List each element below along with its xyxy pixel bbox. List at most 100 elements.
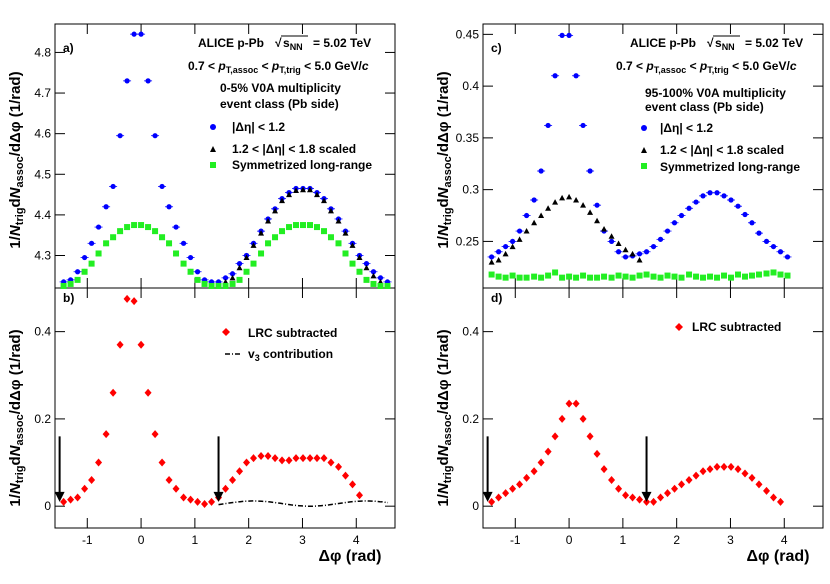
data-point-square: [180, 260, 187, 267]
panel-d-frame: [482, 287, 824, 529]
data-point-diamond: [699, 467, 707, 476]
data-point-square: [67, 280, 74, 287]
data-point-square: [286, 224, 293, 231]
arrow-head: [54, 491, 65, 502]
data-point-diamond: [264, 452, 272, 460]
data-point-triangle: [516, 236, 523, 242]
data-point-diamond: [685, 476, 693, 484]
data-point-triangle: [495, 257, 502, 263]
data-point-diamond: [495, 493, 503, 502]
data-point-diamond: [67, 495, 75, 504]
data-point-triangle: [265, 217, 272, 224]
data-point-square: [370, 280, 377, 287]
data-point-square: [313, 224, 320, 231]
data-point-diamond: [579, 414, 587, 423]
data-point-square: [272, 234, 279, 241]
legend-a-black-marker: [210, 146, 216, 152]
data-point-diamond: [271, 454, 279, 463]
data-point-square: [538, 274, 545, 281]
data-point-triangle: [320, 197, 327, 204]
legend-c-blue-marker: [641, 125, 647, 131]
data-point-circle: [187, 254, 194, 261]
y-tick-label: 4.6: [34, 127, 51, 141]
legend-a-black: 1.2 < |Δη| < 1.8 scaled: [232, 142, 356, 156]
legend-a-blue-marker: [210, 124, 216, 130]
data-point-diamond: [615, 484, 623, 493]
data-point-square: [657, 274, 664, 281]
data-point-diamond: [355, 491, 363, 500]
data-point-square: [279, 228, 286, 235]
panel-label-d: d): [491, 291, 502, 305]
data-point-circle: [573, 73, 579, 79]
legend-c-green: Symmetrized long-range: [660, 160, 800, 174]
data-point-circle: [728, 197, 734, 203]
data-point-diamond: [250, 454, 258, 463]
data-point-triangle: [258, 230, 265, 236]
data-point-diamond: [123, 294, 131, 303]
legend-d: LRC subtracted: [675, 320, 781, 334]
legend-a-blue: |Δη| < 1.2: [232, 120, 285, 134]
legend-b-red-marker: [222, 328, 230, 336]
data-point-circle: [138, 31, 144, 37]
v3-contribution-line: [218, 500, 389, 507]
data-point-diamond: [151, 430, 159, 439]
data-point-diamond: [102, 430, 110, 439]
data-point-triangle: [629, 250, 636, 257]
data-point-diamond: [734, 465, 742, 474]
data-point-square: [145, 224, 152, 231]
class-c-line2: event class (Pb side): [645, 100, 764, 114]
data-point-circle: [516, 228, 523, 234]
data-point-triangle: [488, 259, 495, 265]
data-point-diamond: [502, 489, 510, 498]
data-point-diamond: [335, 462, 343, 471]
y-tick-label: 0.45: [456, 27, 480, 41]
alice-label-a: ALICE p-Pb: [198, 36, 264, 50]
data-point-square: [587, 274, 594, 281]
x-tick-label: -1: [82, 533, 93, 547]
data-point-triangle: [313, 191, 320, 198]
data-point-diamond: [229, 476, 237, 484]
data-point-square: [728, 274, 735, 281]
x-tick-label: 4: [353, 533, 360, 547]
data-point-diamond: [509, 484, 517, 493]
data-point-square: [342, 250, 349, 257]
data-point-diamond: [650, 497, 658, 506]
data-point-square: [671, 273, 678, 280]
data-point-diamond: [327, 458, 335, 467]
data-point-diamond: [285, 456, 293, 465]
data-point-diamond: [172, 484, 180, 493]
data-point-square: [707, 273, 714, 280]
data-point-diamond: [349, 480, 356, 489]
data-point-circle: [763, 238, 770, 245]
data-point-square: [678, 274, 685, 281]
data-point-square: [243, 268, 250, 275]
data-point-circle: [594, 202, 600, 208]
data-point-diamond: [600, 465, 608, 474]
data-point-circle: [131, 31, 137, 37]
data-point-diamond: [593, 449, 601, 458]
data-point-triangle: [601, 225, 608, 232]
data-point-square: [735, 271, 741, 278]
data-point-square: [173, 250, 180, 257]
data-point-diamond: [320, 454, 328, 463]
y-tick-label: 4.5: [34, 167, 51, 181]
data-point-circle: [74, 269, 81, 275]
data-point-circle: [770, 243, 777, 250]
data-point-circle: [236, 261, 243, 267]
sqrt-symbol-c: √: [707, 36, 714, 50]
data-point-circle: [643, 249, 650, 255]
data-point-circle: [81, 254, 88, 261]
data-point-circle: [735, 203, 741, 209]
data-point-diamond: [572, 399, 580, 408]
data-point-circle: [784, 254, 791, 260]
data-point-triangle: [279, 197, 286, 204]
data-point-square: [495, 273, 502, 280]
data-point-circle: [686, 205, 692, 211]
data-point-circle: [194, 269, 201, 275]
pt-range-c: 0.7 < pT,assoc < pT,trig < 5.0 GeV/c: [616, 59, 797, 75]
snn-a: sNN: [283, 36, 303, 52]
energy-a: = 5.02 TeV: [313, 36, 371, 50]
data-point-square: [320, 228, 327, 235]
data-point-triangle: [272, 207, 279, 214]
data-point-triangle: [250, 242, 257, 248]
